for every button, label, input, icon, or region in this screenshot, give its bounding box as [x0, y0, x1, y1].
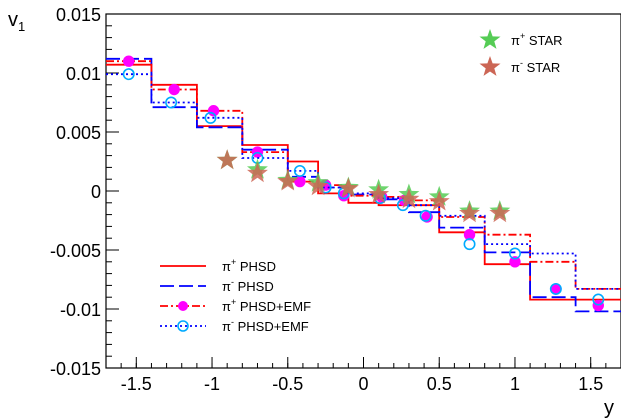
x-tick-label: -0.5 — [272, 374, 303, 394]
legend-entry-pi_minus_star: π- STAR — [479, 56, 560, 76]
legend-entry-pi_minus_phsd_emf: π- PHSD+EMF — [160, 317, 309, 334]
legend-entry-pi_minus_phsd: π- PHSD — [160, 277, 274, 294]
legend-label: π+ PHSD+EMF — [222, 297, 311, 314]
y-tick-label: -0.01 — [60, 300, 101, 320]
y-tick-label: 0 — [91, 182, 101, 202]
data-point — [509, 256, 521, 268]
series-pi_minus_star — [216, 149, 511, 223]
data-point — [508, 247, 521, 260]
legend-entry-pi_plus_phsd_emf: π+ PHSD+EMF — [160, 297, 311, 314]
star-point — [428, 190, 450, 211]
series-pi_plus_phsd — [106, 63, 621, 301]
data-point — [122, 68, 135, 81]
star-point — [398, 188, 420, 209]
x-tick-label: 1.5 — [578, 374, 603, 394]
series-line-pi_minus_phsd_emf — [106, 73, 621, 290]
star-point — [489, 202, 511, 223]
y-axis-title: v1 — [8, 9, 25, 34]
star-point — [337, 177, 359, 198]
data-point — [463, 228, 476, 241]
legend-label: π- PHSD — [222, 277, 274, 294]
y-tick-label: 0.015 — [56, 5, 101, 25]
series-line-pi_plus_phsd_emf — [106, 60, 621, 290]
data-point — [293, 164, 306, 177]
legend-entry-pi_plus_star: π+ STAR — [479, 29, 563, 49]
data-point — [204, 111, 217, 124]
series-line-pi_minus_phsd — [106, 57, 621, 313]
data-point — [168, 83, 180, 96]
star-point — [368, 183, 390, 204]
y-tick-label: 0.01 — [66, 64, 101, 84]
data-point — [123, 55, 135, 67]
data-point — [396, 199, 409, 212]
legend-star-marker — [479, 56, 501, 76]
series-pi_plus_star — [216, 149, 511, 220]
data-point — [549, 282, 562, 295]
series-pi_minus_phsd — [106, 57, 621, 313]
legend-marker — [177, 320, 189, 332]
star-point — [459, 202, 480, 223]
x-tick-label: 0.5 — [427, 374, 452, 394]
y-tick-label: -0.005 — [50, 241, 101, 261]
x-tick-label: -1.5 — [121, 374, 152, 394]
star-point — [216, 149, 238, 170]
data-point — [165, 96, 178, 109]
y-axis-title-main: v — [8, 9, 18, 31]
series-line-pi_plus_phsd — [106, 63, 621, 301]
x-axis-title: y — [604, 397, 614, 419]
legend-label: π- PHSD+EMF — [222, 317, 309, 334]
plot-area: -1.5 -1 -0.5 0 0.5 1 1.5 -0.015 -0.01 -0.005 0 0.00… — [50, 5, 621, 394]
x-tick-label: 0 — [358, 374, 368, 394]
x-tick-label: -1 — [204, 374, 220, 394]
series-pi_minus_phsd_emf — [106, 68, 621, 306]
star-point — [307, 175, 329, 196]
legend-label: π- STAR — [511, 58, 560, 75]
legend-marker — [178, 301, 188, 311]
series-pi_plus_phsd_emf — [106, 55, 621, 312]
star-point — [277, 170, 299, 191]
legend-label: π+ PHSD — [222, 257, 276, 274]
legend-label: π+ STAR — [511, 31, 563, 48]
legend-star-marker — [479, 29, 501, 49]
y-axis-title-sub: 1 — [18, 19, 25, 34]
legend-entry-pi_plus_phsd: π+ PHSD — [160, 257, 276, 274]
data-point — [419, 209, 432, 222]
y-tick-label: 0.005 — [56, 123, 101, 143]
y-tick-label: -0.015 — [50, 359, 101, 379]
x-tick-label: 1 — [510, 374, 520, 394]
star-point — [247, 162, 268, 183]
data-point — [463, 238, 476, 251]
data-point — [592, 293, 605, 306]
